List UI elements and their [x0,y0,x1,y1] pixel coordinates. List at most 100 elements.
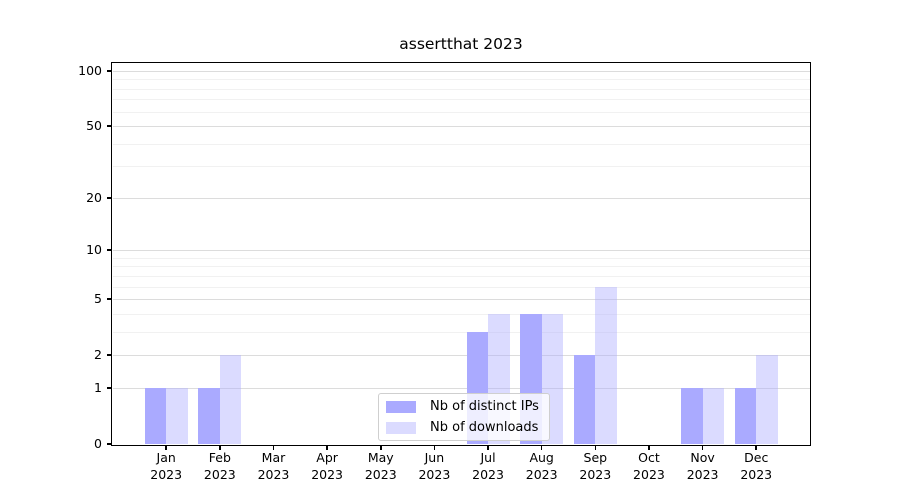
x-tick-year: 2023 [740,466,773,482]
y-tick-label: 100 [78,62,102,78]
x-tick-month: Jun [424,450,445,465]
x-tick-year: 2023 [525,466,558,482]
minor-gridline [112,99,810,101]
x-tick-year: 2023 [150,466,183,482]
bar-downloads-sep [595,286,617,444]
x-tick-month: Nov [690,450,715,465]
x-tick-month: Oct [638,450,660,465]
minor-gridline [112,275,810,277]
bar-downloads-dec [756,355,778,444]
x-tick-month: Apr [316,450,338,465]
x-tick-year: 2023 [257,466,290,482]
x-tick-year: 2023 [472,466,504,482]
x-tick-mark [380,445,382,450]
x-tick-label: Nov 2023 [663,450,743,483]
minor-gridline [112,79,810,81]
plot-area [112,63,810,444]
x-tick-mark [540,445,543,450]
x-tick-year: 2023 [633,466,665,482]
minor-gridline [112,257,810,259]
x-tick-mark [165,445,167,450]
x-tick-month: Jan [156,450,176,465]
major-gridline [112,197,810,199]
x-tick-mark [648,445,650,450]
x-tick-year: 2023 [364,466,397,482]
x-tick-label: Apr 2023 [287,450,367,483]
legend-item-downloads: Nb of downloads [386,420,539,435]
y-tick-label: 10 [86,242,102,258]
x-tick-month: May [367,450,394,465]
x-tick-mark [433,445,436,450]
x-tick-mark [219,445,221,450]
x-tick-month: Mar [261,450,286,465]
y-tick-label: 5 [94,291,102,307]
x-tick-label: Feb 2023 [180,450,260,483]
x-tick-mark [755,445,757,450]
chart-title: assertthat 2023 [399,35,523,53]
y-tick-mark [106,387,111,389]
x-tick-label: Dec 2023 [716,450,796,483]
legend-label-downloads: Nb of downloads [430,420,539,435]
x-tick-year: 2023 [686,466,719,482]
x-tick-label: Jul 2023 [448,450,528,483]
legend-item-distinct-ips: Nb of distinct IPs [386,399,539,414]
x-tick-month: Sep [583,450,608,465]
x-tick-month: Feb [208,450,231,465]
major-gridline [112,387,810,389]
x-tick-label: Aug 2023 [502,450,582,483]
y-tick-label: 50 [86,118,102,134]
legend: Nb of distinct IPs Nb of downloads [378,393,550,441]
y-tick-mark [106,443,111,445]
minor-gridline [112,286,810,288]
y-tick-mark [106,354,111,356]
major-gridline [112,250,810,252]
x-tick-mark [487,445,489,450]
bar-distinct-ips-dec [734,387,757,444]
minor-gridline [112,88,810,90]
minor-gridline [112,143,810,145]
x-tick-year: 2023 [579,466,612,482]
y-tick-label: 0 [94,436,102,451]
bar-downloads-jan [166,387,188,444]
x-tick-year: 2023 [311,466,344,482]
x-tick-label: Sep 2023 [555,450,635,483]
bar-distinct-ips-feb [198,387,220,444]
major-gridline [112,299,810,301]
x-tick-month: Jul [480,450,496,465]
major-gridline [112,126,810,128]
y-tick-label: 2 [94,347,102,363]
bar-distinct-ips-sep [573,355,596,444]
legend-swatch-downloads [386,421,416,434]
y-tick-label: 1 [94,379,102,395]
minor-gridline [112,331,810,333]
legend-swatch-distinct-ips [386,400,416,413]
major-gridline [112,70,810,72]
bar-distinct-ips-jan [144,387,167,444]
minor-gridline [112,313,810,315]
minor-gridline [112,166,810,168]
bar-downloads-feb [219,355,242,444]
bar-distinct-ips-nov [681,387,703,444]
x-tick-mark [272,445,275,450]
x-tick-label: Jan 2023 [126,450,206,483]
x-tick-month: Aug [529,450,554,465]
y-tick-mark [106,125,111,127]
x-tick-label: Oct 2023 [609,450,689,483]
x-tick-label: May 2023 [341,450,421,483]
y-tick-mark [106,197,111,199]
x-tick-mark [701,445,704,450]
y-tick-mark [106,298,111,300]
x-tick-label: Jun 2023 [394,450,474,483]
y-tick-mark [106,249,111,251]
x-tick-mark [326,445,328,450]
x-tick-year: 2023 [418,466,451,482]
x-tick-label: Mar 2023 [233,450,313,483]
x-tick-mark [594,445,597,450]
legend-label-distinct-ips: Nb of distinct IPs [430,399,539,414]
y-tick-label: 20 [86,189,102,205]
minor-gridline [112,111,810,113]
major-gridline [112,355,810,357]
y-tick-mark [106,70,111,72]
x-tick-year: 2023 [203,466,236,482]
